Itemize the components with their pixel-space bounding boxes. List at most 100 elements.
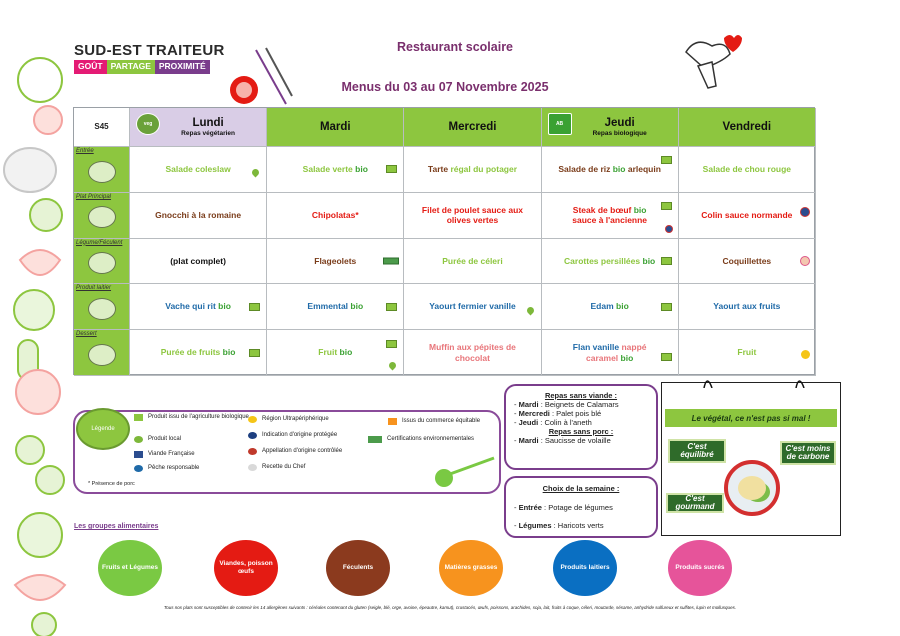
outermost-region-icon <box>248 416 257 424</box>
controlled-origin-icon <box>248 448 257 456</box>
local-product-icon <box>387 360 398 370</box>
legend-badge: Légende <box>76 408 130 450</box>
food-group: Fruits et Légumes <box>98 540 162 596</box>
legend-item: Recette du Chef <box>248 464 305 472</box>
tagline-word: GOÛT <box>74 60 107 74</box>
box-line: - Mardi : Saucisse de volaille <box>514 436 611 445</box>
box-line: - Jeudi : Colin à l'aneth <box>514 418 592 427</box>
row-label: Dessert <box>76 331 97 338</box>
logo-tagline: GOÛT PARTAGE PROXIMITÉ <box>74 60 210 74</box>
box-line: - Légumes : Haricots verts <box>514 521 604 530</box>
row-label: Plat Principal <box>76 193 112 200</box>
menu-item: Yaourt fermier vanille <box>404 284 542 331</box>
day-sub: Repas biologique <box>592 130 647 138</box>
menu-item: Fruit bio <box>267 330 405 376</box>
menu-item: Flan vanille nappé caramel bio <box>541 330 679 376</box>
menu-item: Tarte régal du potager <box>404 147 542 193</box>
day-label: Mercredi <box>448 120 497 133</box>
box-title: Choix de la semaine : <box>542 484 620 493</box>
organic-icon: AB <box>547 113 572 135</box>
menu-item: Salade de riz bio arlequin <box>541 147 679 193</box>
french-meat-icon <box>134 451 143 459</box>
box-line: - Mardi : Beignets de Calamars <box>514 400 619 409</box>
box-title: Repas sans viande : <box>544 391 618 400</box>
environmental-certification-icon <box>368 436 382 444</box>
vegetarian-icon: veg <box>136 113 160 135</box>
organic-label-icon <box>249 302 261 311</box>
row-label-entree: Entrée <box>74 147 130 193</box>
day-label: Vendredi <box>722 120 772 133</box>
organic-label-icon <box>386 165 398 174</box>
day-label: Jeudi <box>604 116 635 129</box>
vegetal-chip: C'est équilibré <box>668 439 726 463</box>
pork-note: * Présence de porc <box>88 481 135 487</box>
menu-item: Yaourt aux fruits <box>678 284 816 331</box>
menu-item: Coquillettes <box>678 238 816 285</box>
menu-item: Colin sauce normande <box>678 192 816 239</box>
organic-label-icon <box>134 414 143 422</box>
food-plate-image <box>724 460 780 516</box>
vegetal-chip: C'est moins de carbone <box>780 441 836 465</box>
legend-item: Pêche responsable <box>134 465 199 473</box>
row-label-dessert: Dessert <box>74 330 130 376</box>
legend-item: Appellation d'origine contrôlée <box>248 448 342 456</box>
tagline-word: PROXIMITÉ <box>154 60 210 74</box>
meatless-meals-box: Repas sans viande : - Mardi : Beignets d… <box>504 384 658 470</box>
salad-icon <box>87 160 116 183</box>
menu-item: Chipolatas* <box>267 192 405 239</box>
menu-item: Edam bio <box>541 284 679 331</box>
vegetal-title: Le végétal, ce n'est pas si mal ! <box>665 409 837 427</box>
environmental-certification-icon <box>383 257 400 265</box>
responsible-fishing-icon <box>134 465 143 473</box>
food-group: Matières grasses <box>439 540 503 596</box>
legend-item: Produit local <box>134 436 181 444</box>
french-meat-icon <box>664 224 673 233</box>
food-group: Produits sucrés <box>668 540 732 596</box>
organic-label-icon <box>660 302 672 311</box>
menu-item: Muffin aux pépites de chocolat <box>404 330 542 376</box>
vegetal-chip: C'est gourmand <box>666 493 724 513</box>
day-label: Mardi <box>319 120 351 133</box>
day-header-lundi: veg Lundi Repas végétarien <box>130 108 268 147</box>
chef-recipe-icon <box>248 464 257 472</box>
organic-label-icon <box>660 256 672 265</box>
tagline-word: PARTAGE <box>106 60 155 74</box>
menu-item: Salade coleslaw <box>130 147 268 193</box>
day-sub: Repas végétarien <box>181 130 236 138</box>
logo-title: SUD-EST TRAITEUR <box>74 42 225 59</box>
legend-item: Région Ultrapériphérique <box>248 416 329 424</box>
day-header-jeudi: AB Jeudi Repas biologique <box>541 108 679 147</box>
week-number: S45 <box>74 108 130 147</box>
organic-label-icon <box>386 302 398 311</box>
page-title: Restaurant scolaire <box>396 40 514 54</box>
outermost-region-icon <box>800 349 810 359</box>
day-header-vendredi: Vendredi <box>678 108 816 147</box>
menu-table: S45 veg Lundi Repas végétarien Mardi Mer… <box>73 107 816 376</box>
menu-item: Gnocchi à la romaine <box>130 192 268 239</box>
organic-label-icon <box>660 353 672 362</box>
legend-item: Certifications environnementales <box>368 436 488 444</box>
menu-item: Vache qui rit bio <box>130 284 268 331</box>
legend-item: Issus du commerce équitable <box>388 418 480 426</box>
menu-item: Purée de céleri <box>404 238 542 285</box>
weekly-choice-box: Choix de la semaine : - Entrée : Potage … <box>504 476 658 538</box>
plate-icon <box>87 206 116 229</box>
box-subtitle: Repas sans porc : <box>548 427 614 436</box>
fair-trade-icon <box>388 418 397 426</box>
food-group: Féculents <box>326 540 390 596</box>
food-group: Viandes, poisson œufs <box>214 540 278 596</box>
chef-illustration <box>685 35 742 89</box>
row-label: Produit laitier <box>76 285 112 292</box>
menu-item: Salade de chou rouge <box>678 147 816 193</box>
hanging-rings <box>703 380 805 388</box>
local-product-icon <box>525 305 536 316</box>
organic-label-icon <box>660 156 672 165</box>
legend-item: Indication d'origine protégée <box>248 432 337 440</box>
day-header-mardi: Mardi <box>267 108 405 147</box>
protected-origin-icon <box>248 432 257 440</box>
row-label: Légume/Féculent <box>76 239 123 246</box>
organic-label-icon <box>249 348 261 357</box>
vegetable-icon <box>87 252 116 275</box>
food-group: Produits laitiers <box>553 540 617 596</box>
row-label-laitier: Produit laitier <box>74 284 130 331</box>
